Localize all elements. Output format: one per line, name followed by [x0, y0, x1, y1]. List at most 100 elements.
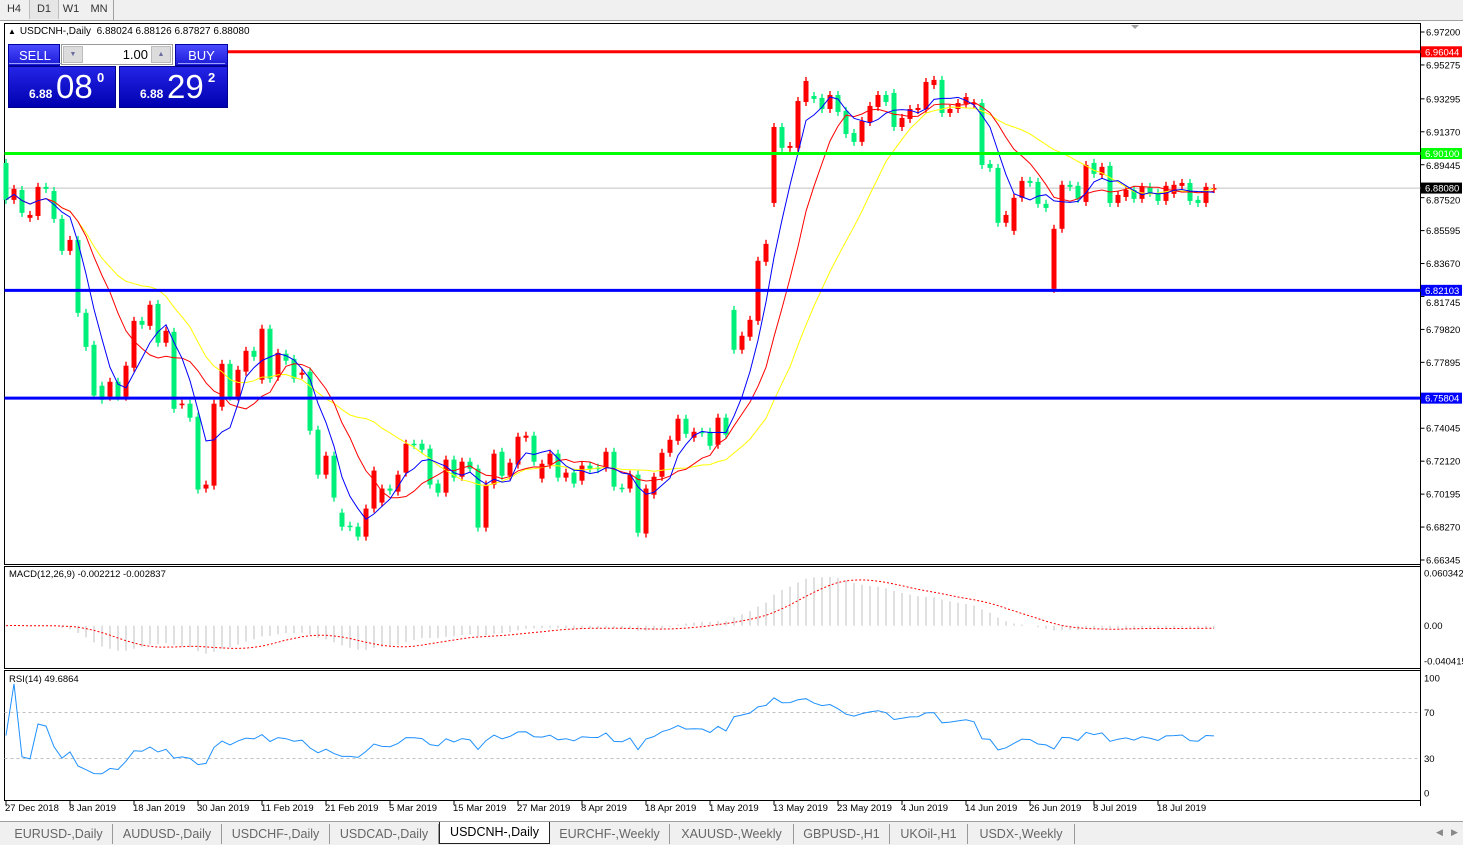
buy-price-pips: 29 — [167, 68, 204, 105]
macd-label: MACD(12,26,9) -0.002212 -0.002837 — [9, 569, 166, 580]
candle-body — [803, 80, 809, 102]
candle — [163, 326, 169, 347]
lot-decrease-icon[interactable]: ▼ — [63, 46, 83, 63]
price-tick-label: 6.89445 — [1426, 161, 1460, 172]
candle — [259, 324, 265, 384]
candle — [819, 93, 825, 114]
sell-button[interactable]: SELL — [8, 44, 61, 66]
candle — [59, 214, 65, 255]
candle — [1203, 182, 1209, 207]
time-axis-label: 18 Jul 2019 — [1157, 803, 1207, 814]
buy-price-fraction: 2 — [208, 70, 216, 85]
candle — [1011, 193, 1017, 235]
time-axis-label: 8 Jan 2019 — [69, 803, 117, 814]
rsi-axis-label: 70 — [1424, 708, 1435, 719]
time-axis-label: 1 May 2019 — [709, 803, 759, 814]
chart-symbol-title: USDCNH-,Daily — [19, 26, 92, 37]
candle-body — [155, 303, 161, 343]
candle — [971, 99, 977, 108]
candle — [795, 96, 801, 152]
tab-gbpusd-h1[interactable]: GBPUSD-,H1 — [794, 824, 890, 844]
tab-usdchf-daily[interactable]: USDCHF-,Daily — [222, 824, 330, 844]
level-price-tag-text: 6.96044 — [1425, 47, 1459, 58]
time-axis-label: 13 May 2019 — [773, 803, 828, 814]
timeframe-d1[interactable]: D1 — [29, 0, 59, 19]
price-tick-label: 6.81745 — [1426, 298, 1460, 309]
timeframe-w1[interactable]: W1 — [62, 3, 80, 15]
buy-price-button[interactable]: 6.88 29 2 — [119, 66, 228, 108]
candle-body — [419, 443, 425, 450]
candle — [403, 439, 409, 477]
candle-body — [995, 167, 1001, 223]
candle — [1019, 176, 1025, 202]
candle-body — [235, 369, 241, 397]
candle-body — [363, 508, 369, 537]
candle — [299, 368, 305, 379]
candle-body — [99, 385, 105, 400]
candle — [243, 346, 249, 376]
price-tick-label: 6.79820 — [1426, 325, 1460, 336]
lot-size-value[interactable]: 1.00 — [122, 47, 148, 62]
price-tick-label: 6.83670 — [1426, 259, 1460, 270]
candle-body — [1195, 199, 1201, 203]
candle-body — [1155, 192, 1161, 201]
candle — [315, 425, 321, 479]
candle-body — [1059, 184, 1065, 229]
candle-body — [195, 416, 201, 490]
tabs-scroll-left-icon[interactable]: ◀ — [1436, 827, 1443, 837]
candle — [779, 122, 785, 152]
candle-body — [491, 453, 497, 485]
candle — [227, 359, 233, 401]
sell-price-button[interactable]: 6.88 08 0 — [8, 66, 116, 108]
candle — [43, 182, 49, 193]
candle-body — [27, 214, 33, 218]
candle-body — [1171, 184, 1177, 194]
candle-body — [251, 350, 257, 357]
candle-body — [923, 81, 929, 110]
tab-usdcnh-daily[interactable]: USDCNH-,Daily — [439, 822, 550, 844]
candle — [99, 381, 105, 404]
price-tick-label: 6.68270 — [1426, 523, 1460, 534]
candle-body — [315, 429, 321, 475]
tabs-scroll-right-icon[interactable]: ▶ — [1451, 827, 1458, 837]
tab-ukoil-h1[interactable]: UKOil-,H1 — [890, 824, 968, 844]
timeframe-h4[interactable]: H4 — [6, 3, 22, 15]
candle-body — [451, 459, 457, 478]
buy-label: BUY — [178, 48, 225, 64]
candle-body — [931, 79, 937, 86]
tab-eurchf-weekly[interactable]: EURCHF-,Weekly — [550, 824, 670, 844]
tab-xauusd-weekly[interactable]: XAUUSD-,Weekly — [670, 824, 794, 844]
candle-body — [411, 443, 417, 446]
lot-increase-icon[interactable]: ▲ — [151, 46, 171, 63]
timeframe-mn[interactable]: MN — [90, 3, 108, 15]
tab-audusd-daily[interactable]: AUDUSD-,Daily — [113, 824, 222, 844]
candle — [1035, 177, 1041, 208]
tab-eurusd-daily[interactable]: EURUSD-,Daily — [5, 824, 113, 844]
candle-body — [707, 431, 713, 446]
buy-price-prefix: 6.88 — [140, 87, 164, 101]
price-tick-label: 6.77895 — [1426, 358, 1460, 369]
candle — [451, 455, 457, 482]
candle — [371, 466, 377, 513]
candle-body — [459, 461, 465, 477]
tab-usdcad-daily[interactable]: USDCAD-,Daily — [330, 824, 439, 844]
tab-usdx-weekly[interactable]: USDX-,Weekly — [968, 824, 1075, 844]
candle-body — [947, 109, 953, 113]
candle — [667, 435, 673, 457]
candle-body — [59, 218, 65, 251]
candle — [539, 459, 545, 483]
candle — [939, 75, 945, 117]
candle-body — [227, 363, 233, 397]
collapse-triangle-icon[interactable]: ▲ — [8, 27, 16, 36]
buy-button[interactable]: BUY — [175, 44, 228, 66]
candle-body — [179, 403, 185, 406]
candle — [139, 316, 145, 329]
candle — [1131, 185, 1137, 203]
candle — [771, 122, 777, 207]
candle — [363, 504, 369, 541]
candle-body — [507, 462, 513, 476]
candle-body — [323, 455, 329, 475]
lot-size-input[interactable]: ▼ 1.00 ▲ — [61, 44, 173, 65]
candle — [27, 210, 33, 222]
